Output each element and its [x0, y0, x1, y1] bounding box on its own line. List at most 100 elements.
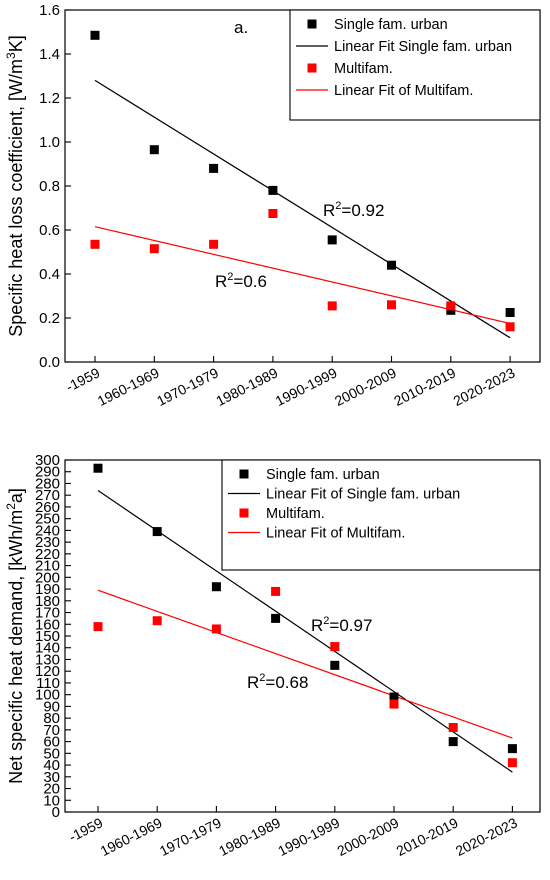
b-y-tick-label: 80 — [43, 710, 60, 727]
b-point-multi — [448, 723, 458, 733]
a-y-tick-label: 0.6 — [39, 222, 60, 239]
b-y-tick-label: 90 — [43, 698, 60, 715]
b-x-tick-label: 1960-1969 — [98, 814, 165, 859]
b-y-tick-label: 270 — [35, 487, 60, 504]
b-legend-label: Single fam. urban — [266, 467, 380, 483]
a-y-tick-label: 1.0 — [39, 134, 60, 151]
b-point-single — [271, 613, 281, 623]
a-legend-label: Multifam. — [334, 61, 393, 77]
a-y-tick-label: 0.8 — [39, 178, 60, 195]
b-point-multi — [330, 642, 340, 652]
a-point-multi — [268, 209, 278, 218]
a-point-single — [387, 260, 396, 270]
b-point-single — [330, 660, 340, 670]
b-y-tick-label: 280 — [35, 475, 60, 492]
b-r2-annotation: R2=0.68 — [247, 672, 308, 692]
a-panel-label: a. — [234, 18, 248, 37]
a-point-multi — [90, 239, 100, 249]
b-point-multi — [507, 758, 517, 768]
b-point-single — [152, 527, 162, 537]
a-legend-label: Linear Fit Single fam. urban — [334, 39, 512, 55]
a-x-tick-label: 1980-1989 — [213, 364, 280, 409]
b-legend-box — [221, 459, 541, 571]
b-y-tick-label: 120 — [35, 663, 60, 680]
a-legend-label: Linear Fit of Multifam. — [334, 83, 473, 99]
b-x-tick-label: 2020-2023 — [453, 814, 520, 859]
b-point-multi — [271, 586, 281, 596]
a-legend-marker — [307, 63, 317, 73]
a-x-tick-label: 2010-2019 — [391, 364, 458, 409]
b-y-tick-label: 160 — [35, 616, 60, 633]
a-fit-line-single — [94, 79, 511, 339]
b-y-tick-label: 230 — [35, 534, 60, 551]
a-point-multi — [149, 244, 159, 254]
b-point-multi — [211, 624, 221, 634]
a-r2-annotation: R2=0.6 — [215, 271, 267, 291]
b-y-tick-label: 20 — [43, 781, 60, 798]
b-fit-line-multi — [97, 589, 513, 739]
b-legend-label: Multifam. — [266, 506, 325, 522]
a-x-tick-label: 1990-1999 — [273, 364, 340, 409]
b-y-tick-label: 10 — [43, 792, 60, 809]
b-y-tick-label: 30 — [43, 769, 60, 786]
b-x-tick-label: 1970-1979 — [157, 814, 224, 859]
b-y-tick-label: 130 — [35, 651, 60, 668]
a-x-tick-label: 1960-1969 — [95, 364, 162, 409]
b-x-tick-label: 1980-1989 — [216, 814, 283, 859]
b-y-axis-label: Net specific heat demand, [kWh/m2a] — [4, 488, 26, 784]
a-x-tick-label: 1970-1979 — [154, 364, 221, 409]
a-point-multi — [209, 239, 219, 249]
a-point-single — [149, 145, 159, 155]
b-y-tick-label: 240 — [35, 522, 60, 539]
a-legend-box — [289, 9, 541, 121]
a-y-tick-label: 1.4 — [39, 46, 60, 63]
b-point-single — [93, 463, 103, 473]
b-y-tick-label: 40 — [43, 757, 60, 774]
a-point-single — [327, 235, 337, 245]
a-point-multi — [505, 322, 515, 332]
a-y-tick-label: 1.6 — [39, 2, 60, 19]
a-point-single — [268, 185, 278, 195]
b-x-tick-label: 1990-1999 — [275, 814, 342, 859]
b-y-tick-label: 210 — [35, 558, 60, 575]
b-point-multi — [152, 616, 162, 626]
a-r2-annotation: R2=0.92 — [323, 200, 384, 220]
b-fit-line-single — [97, 490, 513, 773]
b-y-tick-label: 50 — [43, 745, 60, 762]
b-legend-marker — [239, 508, 249, 518]
a-fit-line-multi — [94, 226, 511, 325]
b-y-tick-label: 60 — [43, 734, 60, 751]
b-y-tick-label: 200 — [35, 569, 60, 586]
a-point-single — [209, 163, 219, 173]
a-point-multi — [446, 301, 456, 311]
b-y-tick-label: 100 — [35, 687, 60, 704]
chart-b: 0102030405060708090100110120130140150160… — [4, 452, 541, 859]
a-y-tick-label: 0.4 — [39, 266, 60, 283]
a-y-tick-label: 0.2 — [39, 310, 60, 327]
b-legend-marker — [239, 469, 249, 479]
a-point-multi — [387, 300, 396, 310]
a-y-axis-label: Specific heat loss coefficient, [W/m3K] — [4, 35, 26, 336]
b-x-tick-label: 2010-2019 — [394, 814, 461, 859]
a-y-tick-label: 1.2 — [39, 90, 60, 107]
a-legend-marker — [307, 19, 317, 29]
b-y-tick-label: 250 — [35, 511, 60, 528]
b-y-tick-label: 260 — [35, 499, 60, 516]
chart-a: 0.0 0.2 0.4 0.6 0.8 1.0 1.2 1.4 1.6 -19591960-196… — [4, 2, 541, 409]
b-r2-annotation: R2=0.97 — [311, 615, 372, 635]
b-y-tick-label: 170 — [35, 605, 60, 622]
b-y-tick-label: 220 — [35, 546, 60, 563]
b-point-single — [211, 582, 221, 592]
b-y-tick-label: 110 — [36, 675, 60, 692]
b-y-tick-label: 180 — [35, 593, 60, 610]
a-x-tick-label: 2000-2009 — [332, 364, 399, 409]
b-y-tick-label: 140 — [35, 640, 60, 657]
b-y-tick-label: 190 — [35, 581, 60, 598]
b-y-tick-label: 290 — [35, 464, 60, 481]
b-point-multi — [93, 622, 103, 632]
b-point-single — [389, 692, 399, 702]
a-x-tick-label: 2020-2023 — [451, 364, 518, 409]
b-point-single — [448, 737, 458, 747]
a-point-single — [90, 30, 100, 40]
